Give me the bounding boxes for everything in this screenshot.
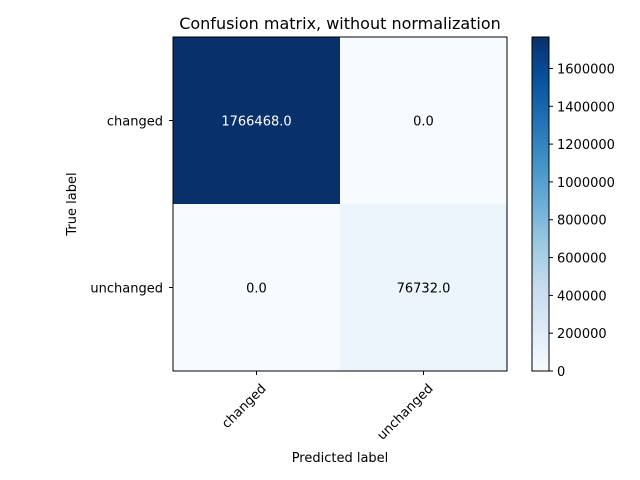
colorbar-tick-label: 800000 xyxy=(557,214,607,229)
y-ticks: changed unchanged xyxy=(90,115,173,297)
x-tick-label: unchanged xyxy=(375,381,437,443)
colorbar-tick-label: 1600000 xyxy=(557,62,615,77)
heatmap-cell-1-0 xyxy=(173,204,340,371)
colorbar-tick-label: 1200000 xyxy=(557,138,615,153)
colorbar-ticks: 0 200000 400000 600000 800000 1000000 1200000 1… xyxy=(549,62,615,380)
colorbar-tick-label: 1000000 xyxy=(557,176,615,191)
cell-value-label-0-1: 0.0 xyxy=(413,115,434,130)
x-axis-label: Predicted label xyxy=(292,451,389,466)
heatmap-cell-labels: 1766468.0 0.0 0.0 76732.0 xyxy=(221,115,450,297)
x-ticks: changed unchanged xyxy=(219,371,437,443)
colorbar-tick-label: 0 xyxy=(557,365,565,380)
y-tick-label: unchanged xyxy=(90,282,163,297)
chart-title: Confusion matrix, without normalization xyxy=(179,14,501,33)
cell-value-label-1-0: 0.0 xyxy=(246,282,267,297)
y-tick-label: changed xyxy=(107,115,163,130)
colorbar-tick-label: 400000 xyxy=(557,289,607,304)
y-axis-label: True label xyxy=(65,172,80,236)
heatmap-cell-0-0 xyxy=(173,37,340,204)
cell-value-label-0-0: 1766468.0 xyxy=(221,115,291,130)
colorbar-tick-label: 1400000 xyxy=(557,100,615,115)
heatmap-cell-0-1 xyxy=(340,37,507,204)
heatmap-cells xyxy=(173,37,507,371)
colorbar xyxy=(531,36,550,372)
colorbar-tick-label: 600000 xyxy=(557,252,607,267)
x-tick-label: changed xyxy=(219,381,269,431)
cell-value-label-1-1: 76732.0 xyxy=(397,282,451,297)
plot-frame xyxy=(172,36,508,372)
colorbar-tick-label: 200000 xyxy=(557,327,607,342)
heatmap-cell-1-1 xyxy=(340,204,507,371)
